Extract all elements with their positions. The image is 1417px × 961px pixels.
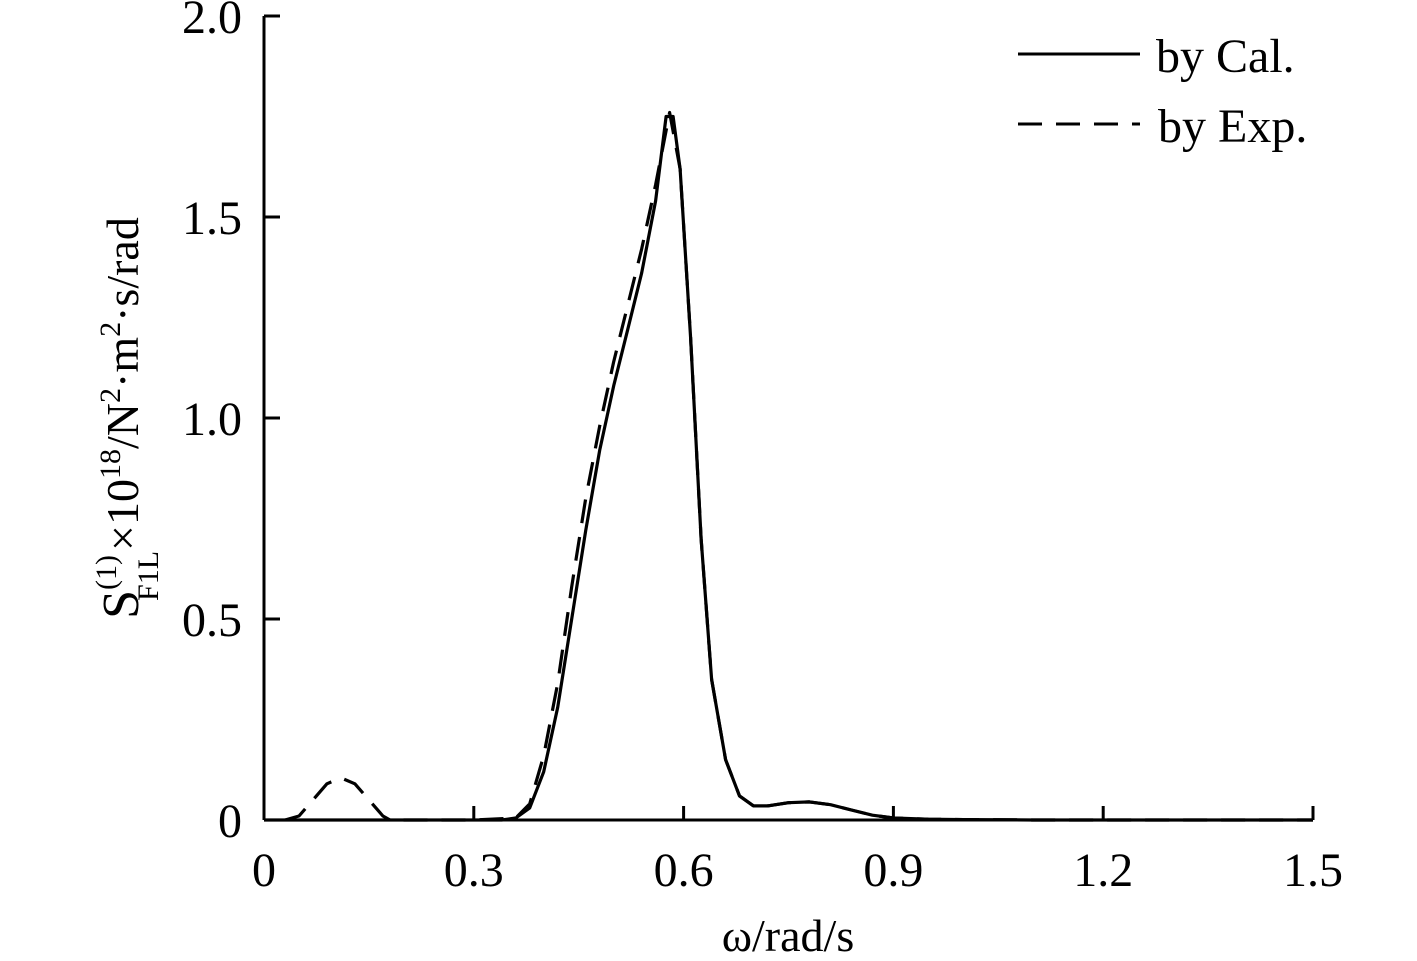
x-tick-label: 0 bbox=[252, 844, 276, 897]
y-title-superscript: (1) bbox=[90, 555, 123, 590]
ticks: 0 0.3 0.6 0.9 1.2 1.5 0 0.5 1.0 1.5 2.0 bbox=[182, 0, 1343, 897]
x-tick-label: 1.5 bbox=[1283, 844, 1343, 897]
y-tick-label: 1.5 bbox=[182, 192, 242, 245]
y-title-unit-exp1: 2 bbox=[94, 388, 127, 403]
y-title-base: S bbox=[93, 590, 150, 619]
x-tick-label: 0.6 bbox=[654, 844, 714, 897]
legend-label-by-cal: by Cal. bbox=[1156, 30, 1295, 83]
x-axis-title: ω/rad/s bbox=[722, 910, 854, 961]
y-title-unit-suffix: ·s/rad bbox=[97, 217, 148, 322]
legend: by Cal. by Exp. bbox=[1018, 30, 1307, 153]
legend-label-by-exp: by Exp. bbox=[1158, 100, 1307, 153]
x-tick-label: 1.2 bbox=[1073, 844, 1133, 897]
y-axis-title: S(1) F1L×1018/N2·m2·s/rad bbox=[90, 217, 165, 619]
y-tick-label: 0.5 bbox=[182, 594, 242, 647]
y-title-unit-prefix: /N bbox=[97, 403, 148, 449]
y-title-unit-exp2: 2 bbox=[94, 322, 127, 337]
y-tick-label: 0 bbox=[218, 795, 242, 848]
y-tick-label: 2.0 bbox=[182, 0, 242, 44]
y-title-exponent: 18 bbox=[94, 449, 127, 479]
x-tick-label: 0.9 bbox=[863, 844, 923, 897]
y-title-unit-mid: ·m bbox=[97, 337, 148, 388]
series-line-by-exp bbox=[284, 110, 1313, 822]
series-layer bbox=[264, 110, 1313, 822]
y-tick-label: 1.0 bbox=[182, 393, 242, 446]
series-line-by-cal bbox=[264, 114, 1313, 822]
x-tick-label: 0.3 bbox=[444, 844, 504, 897]
y-title-rest: ×10 bbox=[97, 479, 148, 551]
axes bbox=[262, 16, 1313, 822]
y-title-subscript: F1L bbox=[132, 551, 165, 601]
